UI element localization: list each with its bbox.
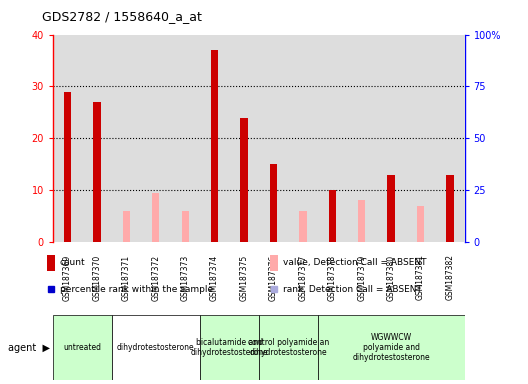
Bar	[200, 315, 259, 380]
Bar	[270, 255, 278, 271]
Text: GSM187376: GSM187376	[269, 254, 278, 301]
Bar	[211, 50, 218, 242]
Text: GSM187369: GSM187369	[63, 254, 72, 301]
Text: rank, Detection Call = ABSENT: rank, Detection Call = ABSENT	[283, 285, 422, 294]
Text: untreated: untreated	[63, 343, 101, 352]
Text: GSM187381: GSM187381	[416, 255, 425, 300]
Text: GDS2782 / 1558640_a_at: GDS2782 / 1558640_a_at	[42, 10, 202, 23]
Text: bicalutamide and
dihydrotestosterone: bicalutamide and dihydrotestosterone	[191, 338, 268, 357]
Text: value, Detection Call = ABSENT: value, Detection Call = ABSENT	[283, 258, 427, 267]
Text: GSM187372: GSM187372	[151, 254, 161, 301]
Bar	[388, 175, 395, 242]
Text: GSM187374: GSM187374	[210, 254, 219, 301]
Bar	[122, 211, 130, 242]
Bar	[240, 118, 248, 242]
Bar	[299, 211, 307, 242]
Text: GSM187371: GSM187371	[122, 254, 131, 301]
Bar	[446, 175, 454, 242]
Bar	[270, 164, 277, 242]
Text: GSM187375: GSM187375	[240, 254, 249, 301]
Text: agent  ▶: agent ▶	[8, 343, 50, 353]
Text: WGWWCW
polyamide and
dihydrotestosterone: WGWWCW polyamide and dihydrotestosterone	[352, 333, 430, 362]
Text: control polyamide an
dihydrotestosterone: control polyamide an dihydrotestosterone	[248, 338, 329, 357]
Bar	[358, 200, 365, 242]
Bar	[259, 315, 317, 380]
Text: GSM187378: GSM187378	[328, 254, 337, 301]
Text: GSM187379: GSM187379	[357, 254, 366, 301]
Text: GSM187380: GSM187380	[386, 254, 395, 301]
Bar	[417, 206, 424, 242]
Text: GSM187377: GSM187377	[298, 254, 307, 301]
Text: percentile rank within the sample: percentile rank within the sample	[60, 285, 213, 294]
Bar	[93, 102, 101, 242]
Text: count: count	[60, 258, 86, 267]
Text: GSM187370: GSM187370	[92, 254, 101, 301]
Bar	[111, 315, 200, 380]
Text: GSM187382: GSM187382	[446, 255, 455, 300]
Bar	[46, 255, 54, 271]
Bar	[328, 190, 336, 242]
Bar	[182, 211, 189, 242]
Bar	[152, 193, 159, 242]
Bar	[53, 315, 111, 380]
Text: dihydrotestosterone: dihydrotestosterone	[117, 343, 195, 352]
Bar	[64, 91, 71, 242]
Text: GSM187373: GSM187373	[181, 254, 190, 301]
Bar	[317, 315, 465, 380]
